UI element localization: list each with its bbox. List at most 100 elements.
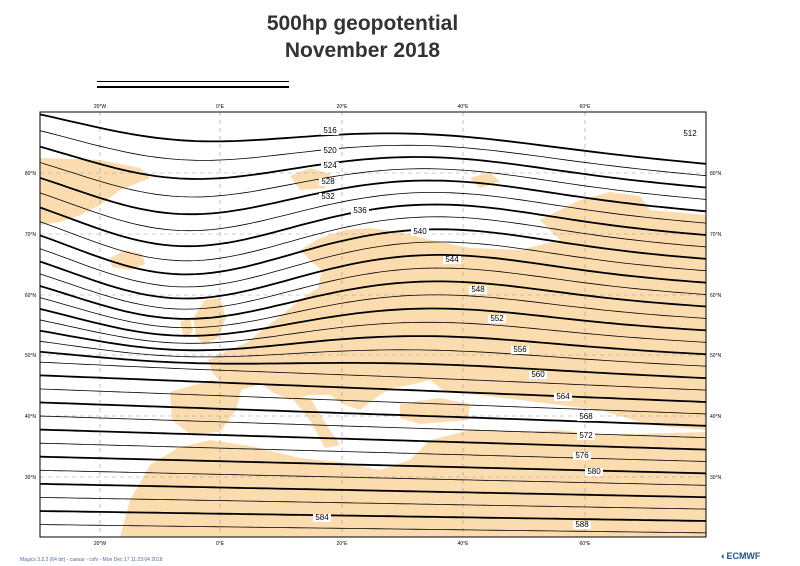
- contour-line: [40, 482, 706, 499]
- contour-line: [40, 524, 706, 534]
- lon-label-top: 40°E: [458, 104, 470, 110]
- contour-label: 524: [323, 161, 337, 170]
- contour-label: 532: [321, 192, 335, 201]
- contour-label: 516: [323, 126, 337, 135]
- contour-line: [40, 254, 706, 300]
- contour-line: [40, 162, 706, 200]
- contour-label-bg: [351, 207, 369, 215]
- contour-label-bg: [529, 371, 547, 379]
- land-italy: [292, 398, 340, 448]
- lat-label-left: 50°N: [25, 353, 37, 359]
- contour-label: 512: [683, 129, 697, 138]
- contour-label-group: 512 516 520 524 528 532 536 540 544 548 552 556 560 5…: [313, 126, 699, 529]
- lon-label-top: 20°E: [337, 104, 349, 110]
- contour-label-bg: [585, 468, 603, 476]
- contour-label-bg: [313, 514, 331, 522]
- contour-line: [40, 401, 706, 427]
- map-title: 500hp geopotential: [266, 12, 459, 35]
- lat-label-left: 70°N: [25, 232, 37, 238]
- contour-label-bg: [319, 178, 337, 186]
- contour-line: [40, 307, 706, 337]
- lat-label-right: 70°N: [710, 232, 722, 238]
- contour-label: 552: [490, 314, 504, 323]
- contour-label: 564: [556, 392, 570, 401]
- contour-label-bg: [321, 162, 339, 170]
- contour-line: [40, 428, 706, 451]
- lat-label-right: 50°N: [710, 353, 722, 359]
- contour-line: [40, 241, 706, 288]
- land-british-isles: [193, 298, 226, 345]
- lat-label-left: 80°N: [25, 171, 37, 177]
- land-areas: [40, 158, 706, 537]
- lon-label-top: 0°E: [216, 104, 225, 110]
- ecmwf-logo-icon: ◐: [721, 551, 727, 561]
- footer-credit: Magics 3.2.2 (64 bit) - caesar - cxfv - …: [20, 557, 163, 563]
- contour-label: 584: [315, 513, 329, 522]
- contour-label: 576: [575, 451, 589, 460]
- contour-line: [40, 442, 706, 462]
- lat-label-left: 40°N: [25, 414, 37, 420]
- contour-line: [40, 388, 706, 415]
- contour-label-bg: [319, 193, 337, 201]
- contour-label-bg: [321, 127, 339, 135]
- contour-line: [40, 203, 706, 248]
- contour-line: [40, 350, 706, 380]
- contour-line: [40, 113, 706, 165]
- contour-label: 572: [579, 431, 593, 440]
- lon-label-bottom: 40°E: [458, 541, 470, 547]
- contour-line: [40, 145, 706, 189]
- contour-label: 560: [531, 370, 545, 379]
- contour-line: [40, 340, 706, 367]
- land-iceland: [110, 250, 145, 270]
- contour-label-bg: [573, 521, 591, 529]
- contour-label-bg: [488, 315, 506, 323]
- contour-label-bg: [577, 413, 595, 421]
- contour-line: [40, 294, 706, 329]
- lat-label-left: 30°N: [25, 475, 37, 481]
- contour-line: [40, 415, 706, 439]
- contour-label-bg: [411, 228, 429, 236]
- contour-label: 540: [413, 227, 427, 236]
- lon-label-bottom: 20°E: [337, 541, 349, 547]
- contour-label: 556: [513, 345, 527, 354]
- ecmwf-logo-text: ECMWF: [726, 551, 761, 561]
- contour-line: [40, 216, 706, 262]
- contour-label-bg: [321, 147, 339, 155]
- contour-line: [40, 192, 706, 232]
- lon-label-bottom: 20°W: [94, 541, 107, 547]
- contour-label: 536: [353, 206, 367, 215]
- contour-line: [40, 510, 706, 522]
- contour-line: [40, 176, 706, 216]
- contour-label-bg: [469, 286, 487, 294]
- contour-label-bg: [511, 346, 529, 354]
- legend-thick-line: [97, 86, 289, 88]
- contour-label: 580: [587, 467, 601, 476]
- lon-label-top: 20°W: [94, 104, 107, 110]
- lat-label-right: 40°N: [710, 414, 722, 420]
- lat-label-right: 60°N: [710, 293, 722, 299]
- contour-line: [40, 361, 706, 391]
- contour-label-bg: [443, 256, 461, 264]
- lat-label-right: 30°N: [710, 475, 722, 481]
- contour-label: 548: [471, 285, 485, 294]
- contour-line: [40, 267, 706, 310]
- contour-label: 544: [445, 255, 459, 264]
- contour-lines: [36, 113, 708, 545]
- lat-label-left: 60°N: [25, 293, 37, 299]
- contour-line: [36, 538, 708, 545]
- contour-line: [40, 319, 706, 344]
- lon-label-bottom: 60°E: [580, 541, 592, 547]
- contour-line: [40, 469, 706, 486]
- contour-label: 568: [579, 412, 593, 421]
- land-eurasia: [208, 228, 706, 430]
- contour-line: [40, 329, 706, 356]
- axis-labels: 20°W 0°E 20°E 40°E 60°E 20°W 0°E 20°E 40…: [25, 104, 722, 547]
- contour-label-bg: [573, 452, 591, 460]
- contour-label-bg: [681, 130, 699, 138]
- map-subtitle: November 2018: [284, 39, 441, 62]
- lon-label-top: 60°E: [580, 104, 592, 110]
- lon-label-bottom: 0°E: [216, 541, 225, 547]
- contour-label-bg: [577, 432, 595, 440]
- contour-line: [40, 228, 706, 276]
